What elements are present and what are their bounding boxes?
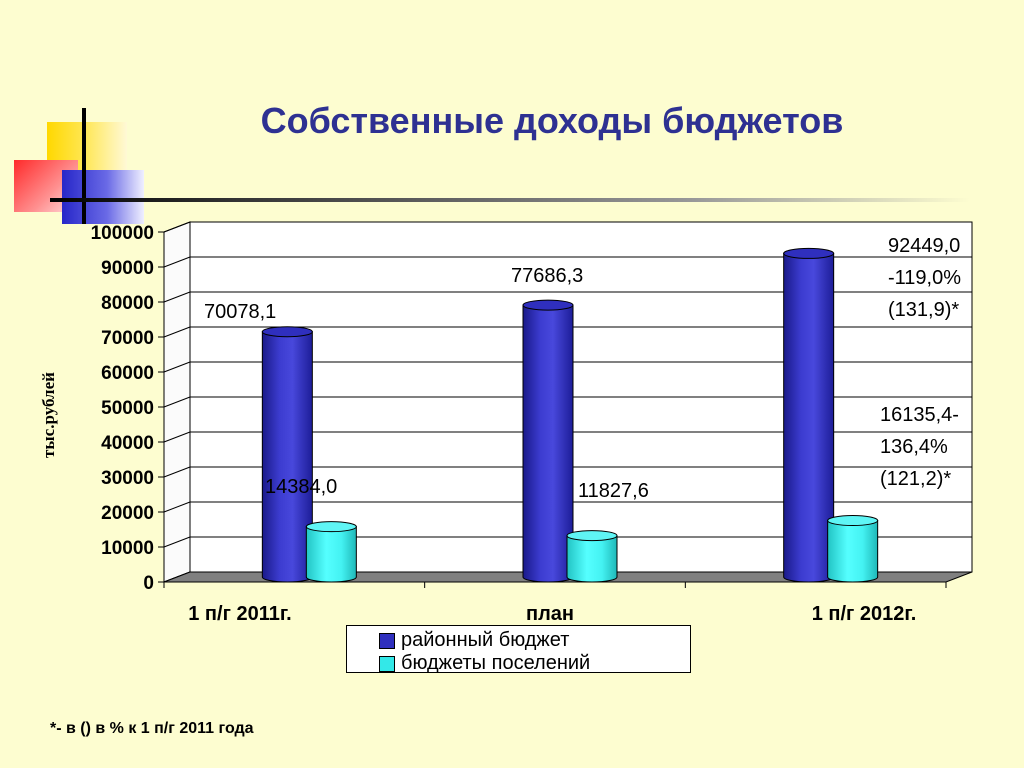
bar-poselenia-top bbox=[566, 530, 618, 542]
y-tick-label: 10000 bbox=[101, 538, 154, 559]
bar-poselenia-body bbox=[827, 520, 879, 583]
x-category-label: 1 п/г 2012г. bbox=[812, 603, 917, 625]
bar-raion-top bbox=[522, 299, 574, 311]
y-tick-label: 60000 bbox=[101, 363, 154, 384]
bar-raion bbox=[783, 247, 835, 583]
bar-poselenia bbox=[827, 515, 879, 583]
bar-raion-body bbox=[783, 252, 835, 583]
y-tick-label: 90000 bbox=[101, 258, 154, 279]
y-tick-label: 20000 bbox=[101, 503, 154, 524]
y-tick-label: 70000 bbox=[101, 328, 154, 349]
y-axis-title: тыс.рублей bbox=[39, 372, 58, 458]
bar-poselenia-top bbox=[305, 521, 357, 533]
decor-horizontal-line bbox=[50, 198, 970, 202]
legend-label-poselenia: бюджеты поселений bbox=[401, 652, 591, 673]
bar-poselenia bbox=[305, 521, 357, 583]
gridline-side bbox=[163, 501, 191, 513]
gridline-side bbox=[163, 396, 191, 408]
bar-poselenia-top bbox=[827, 515, 879, 527]
gridline-side bbox=[163, 256, 191, 268]
decor-blue-square bbox=[62, 170, 144, 224]
x-category-label: 1 п/г 2011г. bbox=[188, 603, 291, 625]
data-label: 136,4% bbox=[880, 436, 948, 458]
chart-legend: районный бюджет бюджеты поселений bbox=[346, 625, 691, 673]
y-tick-label: 50000 bbox=[101, 398, 154, 419]
y-tick-label: 40000 bbox=[101, 433, 154, 454]
data-label: 11827,6 bbox=[578, 480, 649, 502]
legend-label-raion: районный бюджет bbox=[401, 629, 570, 651]
slide-title: Собственные доходы бюджетов bbox=[260, 100, 844, 141]
y-tick-label: 100000 bbox=[91, 223, 154, 244]
y-tick-label: 30000 bbox=[101, 468, 154, 489]
gridline-side bbox=[163, 536, 191, 548]
data-label: 14384,0 bbox=[265, 476, 337, 498]
gridline-side bbox=[163, 291, 191, 303]
gridline-side bbox=[163, 326, 191, 338]
legend-swatch-raion bbox=[379, 633, 395, 649]
gridline-side bbox=[163, 466, 191, 478]
bar-poselenia-body bbox=[566, 535, 618, 583]
data-label: (121,2)* bbox=[880, 468, 951, 490]
x-category-label: план bbox=[526, 603, 574, 625]
bar-raion-top bbox=[261, 326, 313, 338]
decor-vertical-line bbox=[82, 108, 86, 224]
data-label: -119,0% bbox=[888, 267, 961, 289]
bar-raion-top bbox=[783, 247, 835, 259]
gridline-side bbox=[163, 361, 191, 373]
bar-raion bbox=[261, 326, 313, 583]
bar-raion bbox=[522, 299, 574, 583]
data-label: 70078,1 bbox=[204, 301, 276, 323]
bar-raion-body bbox=[522, 304, 574, 583]
y-tick-label: 80000 bbox=[101, 293, 154, 314]
bar-poselenia bbox=[566, 530, 618, 583]
gridline-side bbox=[163, 221, 191, 233]
gridline-side bbox=[163, 431, 191, 443]
legend-swatch-poselenia bbox=[379, 656, 395, 672]
data-label: (131,9)* bbox=[888, 299, 959, 321]
footnote: *- в () в % к 1 п/г 2011 года bbox=[50, 720, 254, 737]
bar-raion-body bbox=[261, 331, 313, 583]
data-label: 77686,3 bbox=[511, 265, 583, 287]
bar-poselenia-body bbox=[305, 526, 357, 583]
data-label: 92449,0 bbox=[888, 235, 960, 257]
y-tick-label: 0 bbox=[143, 573, 154, 594]
data-label: 16135,4- bbox=[880, 404, 959, 426]
